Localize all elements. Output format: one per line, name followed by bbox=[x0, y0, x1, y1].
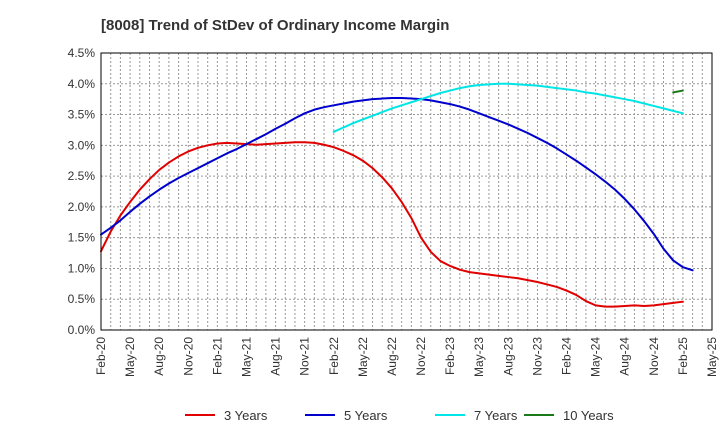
x-tick-label: Nov-24 bbox=[647, 337, 661, 376]
series-line-5-years bbox=[100, 96, 694, 272]
x-tick-label: May-24 bbox=[589, 337, 603, 377]
legend-label-3-years: 3 Years bbox=[224, 408, 268, 423]
legend-label-7-years: 7 Years bbox=[474, 408, 518, 423]
x-tick-label: May-20 bbox=[123, 337, 137, 377]
x-tick-label: Aug-22 bbox=[385, 337, 399, 376]
x-tick-label: Nov-20 bbox=[181, 337, 195, 376]
x-tick-label: Aug-23 bbox=[501, 337, 515, 376]
x-tick-label: Feb-23 bbox=[443, 337, 457, 375]
x-tick-label: Aug-20 bbox=[152, 337, 166, 376]
y-tick-label: 4.0% bbox=[68, 77, 96, 91]
y-tick-label: 1.0% bbox=[68, 261, 96, 275]
x-tick-label: Nov-23 bbox=[530, 337, 544, 376]
x-tick-label: May-22 bbox=[356, 337, 370, 377]
y-tick-label: 3.0% bbox=[68, 138, 96, 152]
series-line-7-years bbox=[332, 82, 684, 133]
series-layer bbox=[100, 82, 694, 308]
y-tick-label: 3.5% bbox=[68, 108, 96, 122]
y-tick-label: 0.0% bbox=[68, 323, 96, 337]
x-tick-label: Nov-22 bbox=[414, 337, 428, 376]
y-tick-label: 0.5% bbox=[68, 292, 96, 306]
x-tick-label: May-23 bbox=[472, 337, 486, 377]
grid-layer bbox=[101, 53, 712, 330]
x-axis-ticks: Feb-20 May-20 Aug-20 Nov-20 Feb-21 May-21 Aug-… bbox=[94, 337, 719, 377]
x-tick-label: Aug-24 bbox=[618, 337, 632, 376]
legend: 3 Years 5 Years 7 Years 10 Years bbox=[185, 408, 614, 423]
x-tick-label: Feb-21 bbox=[210, 337, 224, 375]
y-tick-label: 1.5% bbox=[68, 231, 96, 245]
y-tick-label: 4.5% bbox=[68, 46, 96, 60]
x-tick-label: Aug-21 bbox=[269, 337, 283, 376]
plot-border bbox=[100, 52, 713, 331]
series-line-3-years bbox=[100, 141, 684, 308]
x-tick-label: Feb-20 bbox=[94, 337, 108, 375]
x-tick-label: Nov-21 bbox=[298, 337, 312, 376]
series-line-10-years bbox=[672, 89, 684, 94]
y-tick-label: 2.0% bbox=[68, 200, 96, 214]
y-tick-label: 2.5% bbox=[68, 169, 96, 183]
y-axis-ticks: 0.0% 0.5% 1.0% 1.5% 2.0% 2.5% 3.0% 3.5% 4.0% 4.5% bbox=[68, 46, 96, 337]
legend-label-5-years: 5 Years bbox=[344, 408, 388, 423]
chart-title: [8008] Trend of StDev of Ordinary Income… bbox=[101, 17, 449, 34]
legend-label-10-years: 10 Years bbox=[563, 408, 614, 423]
x-tick-label: May-25 bbox=[705, 337, 719, 377]
x-tick-label: Feb-22 bbox=[327, 337, 341, 375]
x-tick-label: Feb-24 bbox=[560, 337, 574, 375]
x-tick-label: May-21 bbox=[239, 337, 253, 377]
x-tick-label: Feb-25 bbox=[676, 337, 690, 375]
